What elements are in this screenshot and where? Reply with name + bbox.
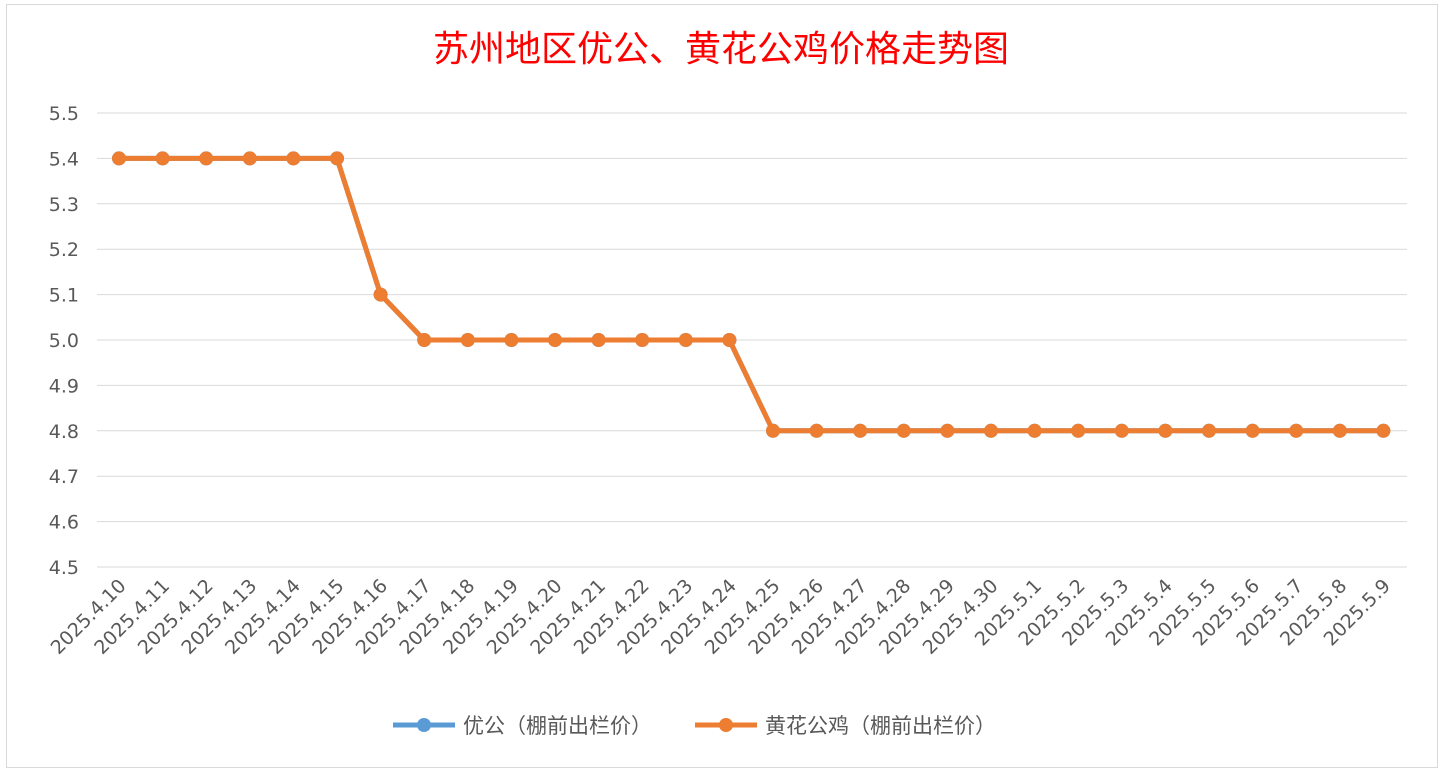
data-point — [853, 423, 868, 438]
data-point — [1158, 423, 1173, 438]
legend-item: 优公（棚前出栏价） — [393, 714, 652, 738]
data-point — [112, 151, 126, 166]
data-point — [1027, 423, 1042, 438]
series-line — [116, 155, 1386, 434]
line-chart: 苏州地区优公、黄花公鸡价格走势图 5.5 5.4 5.3 5.2 5.1 5.0 4.9 4.… — [47, 29, 1407, 738]
y-tick-label: 4.5 — [49, 557, 79, 579]
y-tick-label: 4.6 — [49, 512, 79, 534]
data-point — [896, 423, 911, 438]
data-point — [635, 333, 650, 347]
data-point — [199, 151, 214, 166]
data-point — [417, 333, 432, 347]
y-tick-label: 4.8 — [49, 421, 79, 443]
data-point — [722, 333, 737, 347]
legend-marker — [719, 718, 733, 732]
data-point — [1289, 423, 1304, 438]
y-tick-label: 5.4 — [49, 148, 79, 170]
data-point — [330, 151, 344, 166]
data-point — [1245, 423, 1260, 438]
data-point — [1332, 423, 1347, 438]
legend-label: 优公（棚前出栏价） — [463, 714, 652, 738]
legend-item: 黄花公鸡（棚前出栏价） — [695, 714, 996, 738]
data-point — [591, 333, 606, 347]
data-point — [809, 423, 824, 438]
data-point — [286, 151, 301, 166]
data-point — [504, 333, 519, 347]
legend-label: 黄花公鸡（棚前出栏价） — [765, 714, 996, 738]
y-tick-label: 5.1 — [49, 285, 79, 307]
data-point — [1202, 423, 1216, 438]
y-tick-label: 5.5 — [49, 103, 79, 125]
data-point — [1376, 423, 1391, 438]
data-point — [1114, 423, 1129, 438]
y-tick-label: 4.7 — [49, 466, 79, 488]
chart-area: 苏州地区优公、黄花公鸡价格走势图 5.5 5.4 5.3 5.2 5.1 5.0 4.9 4.… — [6, 4, 1438, 768]
series-2 — [112, 151, 1391, 438]
data-point — [373, 287, 388, 302]
legend-marker — [417, 718, 431, 732]
data-point — [984, 423, 998, 438]
data-point — [940, 423, 955, 438]
data-point — [678, 333, 693, 347]
y-tick-label: 5.3 — [49, 194, 79, 216]
chart-title: 苏州地区优公、黄花公鸡价格走势图 — [433, 29, 1009, 70]
y-tick-label: 5.0 — [49, 330, 79, 352]
data-point — [766, 423, 780, 438]
y-tick-label: 4.9 — [49, 375, 79, 397]
data-point — [1071, 423, 1086, 438]
data-point — [242, 151, 257, 166]
data-point — [155, 151, 170, 166]
data-point — [460, 333, 475, 347]
y-tick-label: 5.2 — [49, 239, 79, 261]
data-point — [548, 333, 562, 347]
